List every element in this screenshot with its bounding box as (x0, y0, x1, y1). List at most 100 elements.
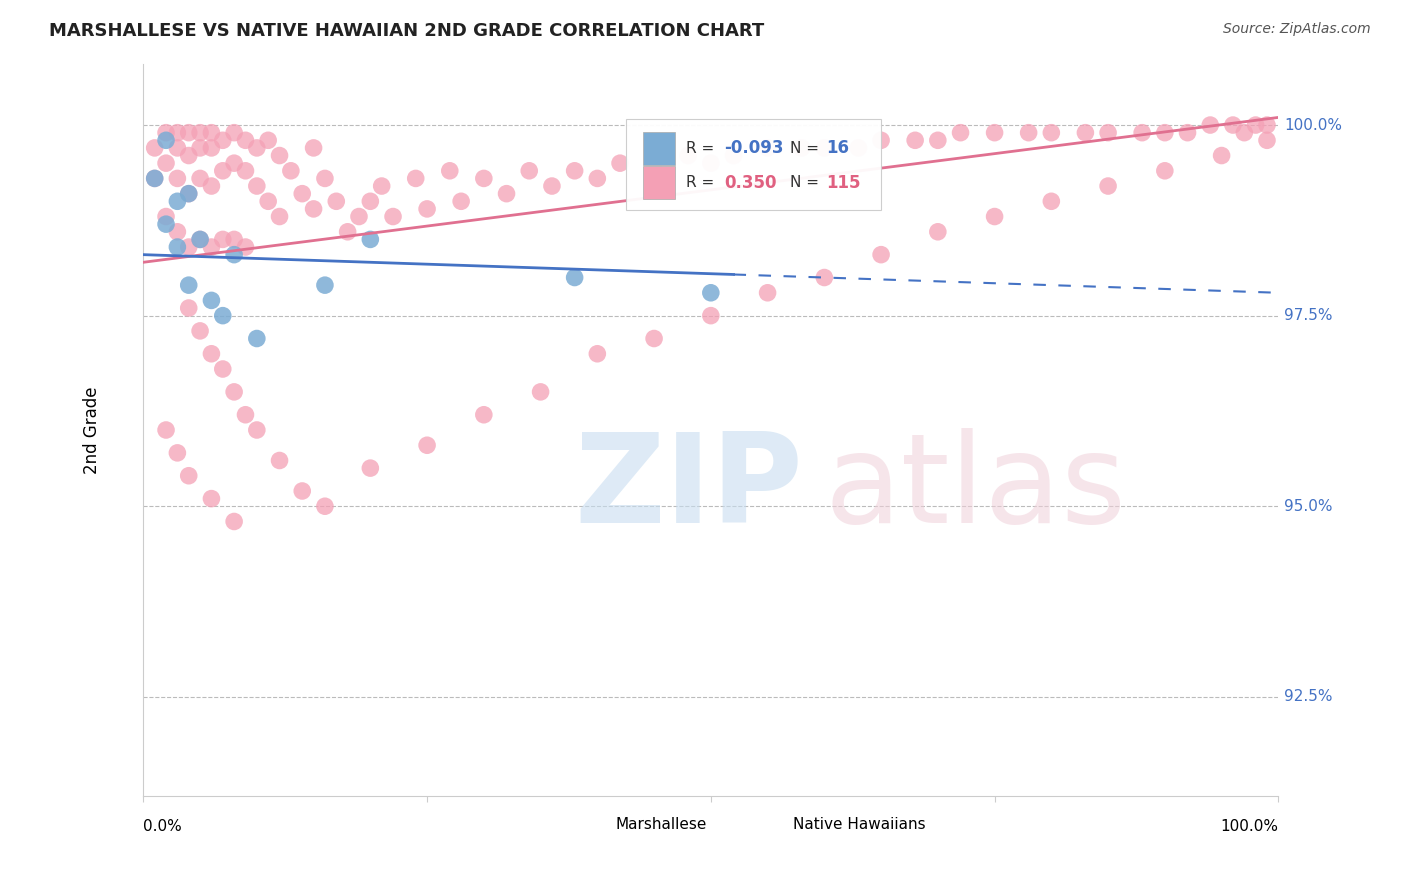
Point (700, 156, 723, 170)
Point (166, 141, 188, 155)
Text: MARSHALLESE VS NATIVE HAWAIIAN 2ND GRADE CORRELATION CHART: MARSHALLESE VS NATIVE HAWAIIAN 2ND GRADE… (49, 22, 765, 40)
Point (291, 186, 314, 201)
Text: 0.0%: 0.0% (143, 819, 183, 834)
Point (314, 171, 336, 186)
Point (1222, 118, 1244, 132)
Text: 97.5%: 97.5% (1284, 308, 1333, 323)
Point (302, 141, 325, 155)
Point (177, 186, 200, 201)
Point (983, 210, 1005, 224)
Point (336, 225, 359, 239)
Point (166, 171, 188, 186)
Text: N =: N = (790, 141, 820, 156)
Point (700, 309, 723, 323)
Point (155, 133, 177, 147)
Point (472, 171, 495, 186)
Point (257, 194, 280, 209)
Point (1211, 148, 1233, 162)
Point (1074, 126, 1097, 140)
Point (211, 163, 233, 178)
Point (314, 500, 336, 514)
Point (529, 384, 551, 399)
Point (224, 156, 246, 170)
Point (643, 163, 665, 178)
FancyBboxPatch shape (762, 813, 787, 836)
Point (166, 446, 188, 460)
Point (246, 423, 269, 437)
Point (450, 194, 472, 209)
Point (235, 163, 257, 178)
Point (166, 225, 188, 239)
Point (211, 232, 233, 246)
Point (586, 171, 609, 186)
Point (200, 491, 222, 506)
FancyBboxPatch shape (643, 132, 675, 165)
Point (235, 240, 257, 254)
Point (177, 278, 200, 293)
Point (143, 171, 166, 186)
Point (1040, 126, 1063, 140)
Point (166, 240, 188, 254)
Point (405, 171, 427, 186)
FancyBboxPatch shape (643, 166, 675, 199)
Point (495, 186, 517, 201)
Point (983, 126, 1005, 140)
Point (246, 331, 269, 345)
Point (1040, 194, 1063, 209)
Point (1097, 179, 1119, 194)
Point (177, 126, 200, 140)
Point (166, 194, 188, 209)
Point (1130, 126, 1153, 140)
Point (269, 148, 291, 162)
Point (676, 148, 699, 162)
Point (927, 133, 949, 147)
Point (166, 126, 188, 140)
Point (325, 194, 347, 209)
Point (359, 232, 381, 246)
Text: Marshallese: Marshallese (616, 817, 707, 832)
FancyBboxPatch shape (586, 813, 612, 836)
Point (472, 408, 495, 422)
Point (177, 301, 200, 315)
Text: 2nd Grade: 2nd Grade (83, 386, 101, 474)
Point (188, 232, 211, 246)
Point (359, 461, 381, 475)
Point (439, 163, 461, 178)
Point (949, 126, 972, 140)
Point (1256, 118, 1278, 132)
Point (155, 126, 177, 140)
Point (1244, 118, 1267, 132)
Point (1153, 163, 1175, 178)
Point (188, 141, 211, 155)
Text: 100.0%: 100.0% (1220, 819, 1278, 834)
Point (700, 285, 723, 300)
Point (143, 141, 166, 155)
Point (586, 347, 609, 361)
Text: 0.350: 0.350 (724, 174, 778, 192)
Text: Source: ZipAtlas.com: Source: ZipAtlas.com (1223, 22, 1371, 37)
Text: atlas: atlas (824, 428, 1126, 549)
Point (904, 133, 927, 147)
Point (257, 133, 280, 147)
Point (756, 285, 779, 300)
Point (870, 133, 893, 147)
Text: R =: R = (686, 175, 714, 190)
Point (211, 309, 233, 323)
Text: 16: 16 (827, 139, 849, 157)
Text: Native Hawaiians: Native Hawaiians (793, 817, 925, 832)
Point (269, 210, 291, 224)
Point (1199, 118, 1222, 132)
Point (848, 141, 870, 155)
Point (143, 171, 166, 186)
Point (756, 141, 779, 155)
Point (927, 225, 949, 239)
Point (416, 202, 439, 216)
Point (235, 133, 257, 147)
Point (314, 278, 336, 293)
Text: 95.0%: 95.0% (1284, 499, 1333, 514)
Text: 115: 115 (827, 174, 860, 192)
Point (155, 423, 177, 437)
Point (188, 126, 211, 140)
Point (723, 148, 745, 162)
Point (224, 384, 246, 399)
